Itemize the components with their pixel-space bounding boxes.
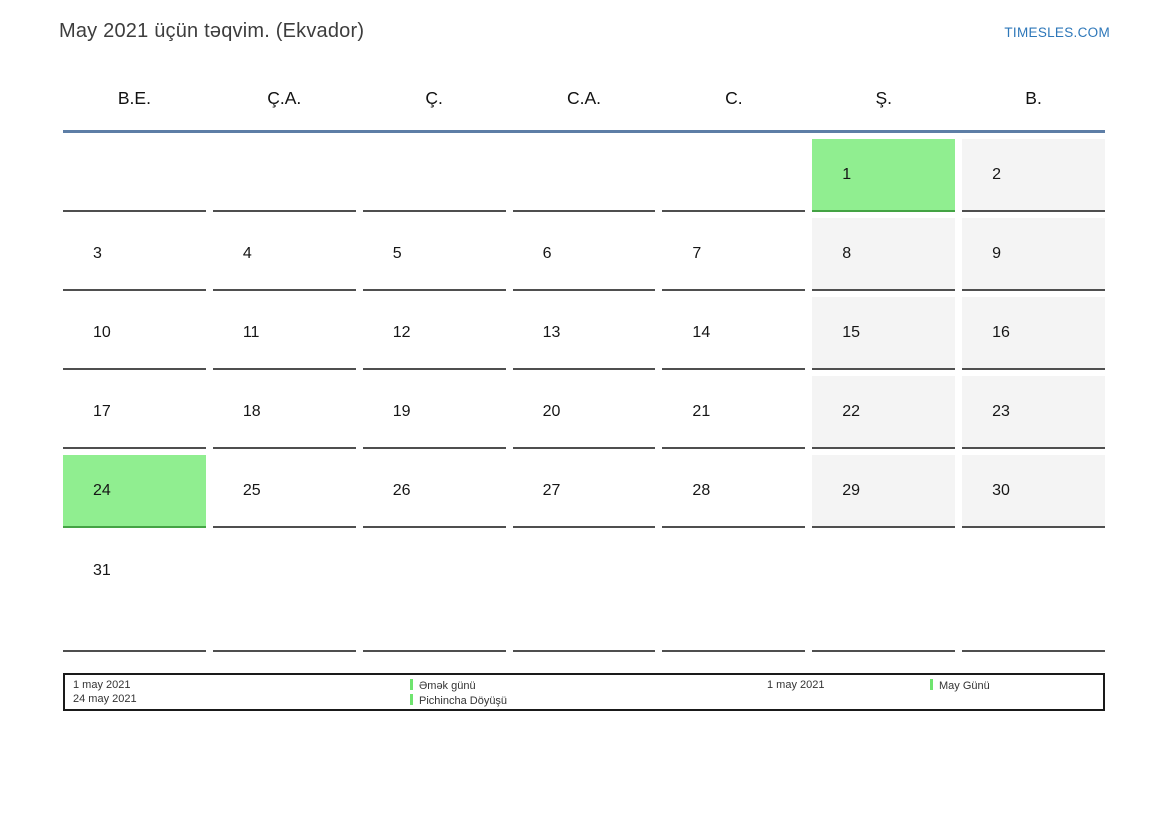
weekday-header-row: B.E. Ç.A. Ç. C.A. C. Ş. B. (63, 82, 1105, 130)
weekday-label: Ş. (875, 88, 892, 108)
day-cell: 31 (63, 534, 206, 652)
legend-event-label: Pichincha Döyüşü (419, 694, 508, 707)
legend-event-label: Əmək günü (419, 680, 476, 692)
legend-date: 1 may 2021 (73, 679, 131, 691)
legend-dates-right: 1 may 2021 (767, 679, 824, 693)
day-cell-empty (812, 534, 956, 652)
week-row: 31 (63, 534, 1105, 652)
weekday-label: C. (725, 88, 743, 108)
day-cell: 17 (63, 376, 206, 449)
day-cell: 16 (962, 297, 1105, 370)
day-cell: 20 (512, 376, 656, 449)
holiday-marker-icon (930, 679, 933, 690)
week-row: 17 18 19 20 21 22 23 (63, 376, 1105, 449)
legend-event: Pichincha Döyüşü (410, 693, 508, 709)
day-cell-empty (212, 534, 356, 652)
day-cell: 14 (662, 297, 806, 370)
day-cell: 28 (662, 455, 806, 528)
legend-event-label: May Günü (939, 680, 990, 692)
week-row: 10 11 12 13 14 15 16 (63, 297, 1105, 370)
day-cell: 30 (962, 455, 1105, 528)
weekday-label: B. (1025, 88, 1042, 108)
day-cell: 2 (962, 139, 1105, 212)
day-cell-empty (662, 139, 806, 212)
day-cell: 7 (662, 218, 806, 291)
calendar-grid: 1 2 3 4 5 6 7 8 9 10 11 12 13 14 15 16 17 18 19 20 21 22 23 24 2… (63, 139, 1105, 652)
day-cell: 29 (812, 455, 956, 528)
day-cell: 3 (63, 218, 206, 291)
day-cell: 8 (812, 218, 956, 291)
day-cell-empty (512, 139, 656, 212)
day-cell: 1 (812, 139, 956, 212)
day-cell: 21 (662, 376, 806, 449)
day-cell: 10 (63, 297, 206, 370)
day-cell: 15 (812, 297, 956, 370)
legend-event: May Günü (930, 679, 990, 694)
day-cell: 26 (362, 455, 506, 528)
day-cell: 24 (63, 455, 206, 528)
day-cell: 27 (512, 455, 656, 528)
day-cell: 22 (812, 376, 956, 449)
day-cell-empty (362, 139, 506, 212)
day-cell: 9 (962, 218, 1105, 291)
weekday-label: Ç. (425, 88, 443, 108)
legend-event: Əmək günü (410, 679, 507, 694)
holiday-marker-icon (410, 693, 413, 705)
legend-events-left: Əmək günü Pichincha Döyüşü (410, 679, 507, 708)
day-cell: 11 (212, 297, 356, 370)
day-cell: 6 (512, 218, 656, 291)
legend-date: 1 may 2021 (767, 679, 825, 691)
day-cell-empty (662, 534, 806, 652)
day-cell-empty (63, 139, 206, 212)
day-cell: 18 (212, 376, 356, 449)
day-cell: 19 (362, 376, 506, 449)
day-cell: 5 (362, 218, 506, 291)
day-cell: 25 (212, 455, 356, 528)
day-cell-empty (212, 139, 356, 212)
day-cell: 12 (362, 297, 506, 370)
site-link[interactable]: TIMESLES.COM (1004, 25, 1110, 40)
legend-events-right: May Günü (930, 679, 990, 694)
day-cell: 23 (962, 376, 1105, 449)
legend-dates-left: 1 may 2021 24 may 2021 (73, 679, 137, 706)
day-cell-empty (362, 534, 506, 652)
day-cell: 13 (512, 297, 656, 370)
weekday-label: Ç.A. (267, 88, 302, 108)
holiday-marker-icon (410, 679, 413, 690)
weekday-label: B.E. (117, 88, 151, 108)
page-title: May 2021 üçün təqvim. (Ekvador) (59, 20, 365, 42)
day-cell: 4 (212, 218, 356, 291)
day-cell-empty (962, 534, 1105, 652)
legend: 1 may 2021 24 may 2021 Əmək günü Pichinc… (63, 673, 1105, 711)
legend-date: 24 may 2021 (73, 692, 137, 705)
day-cell-empty (512, 534, 656, 652)
header-rule (63, 130, 1105, 133)
weekday-label: C.A. (566, 88, 602, 108)
week-row: 24 25 26 27 28 29 30 (63, 455, 1105, 528)
calendar: B.E. Ç.A. Ç. C.A. C. Ş. B. 1 2 3 4 5 6 7 8 9 10 11 12 13 14… (63, 82, 1105, 652)
